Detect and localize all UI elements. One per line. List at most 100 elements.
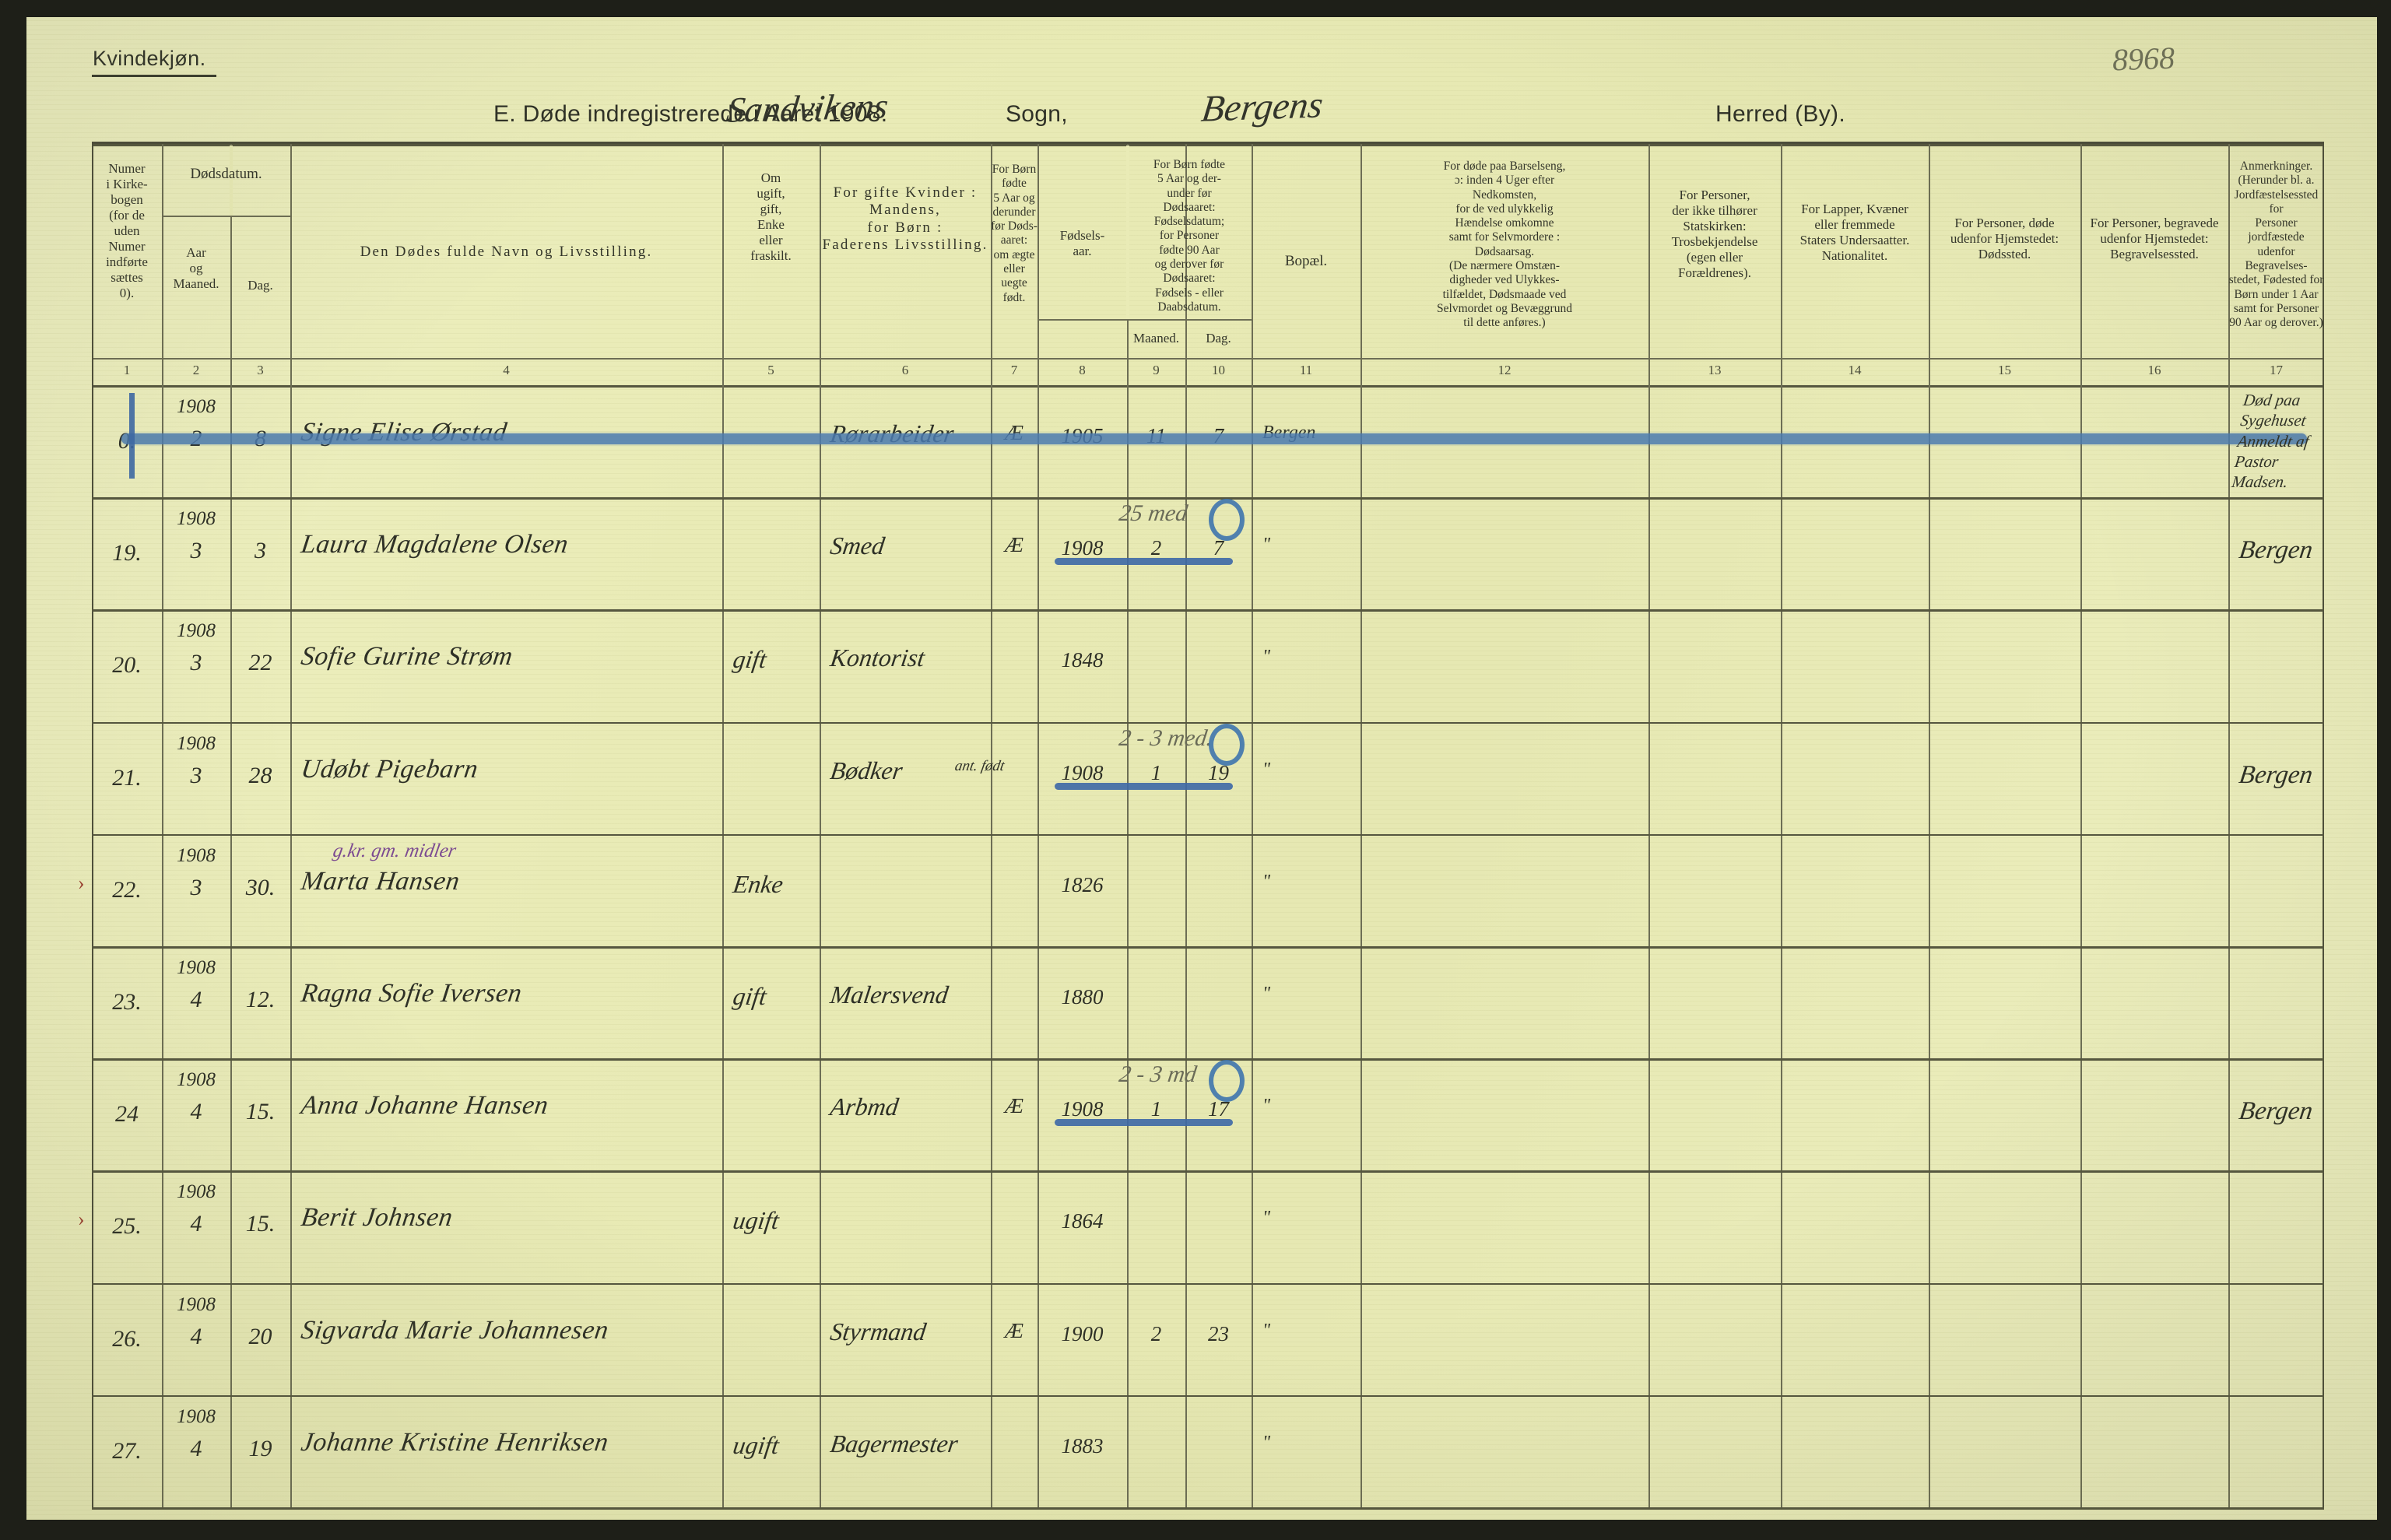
row-3-birth-day: 19 [1208, 760, 1229, 784]
column-number-1: 1 [123, 363, 131, 377]
row-3-death-year: 1908 [177, 732, 216, 754]
table-rule [92, 385, 2324, 388]
header-gap-mask-2 [1126, 146, 1129, 319]
row-7-name: Berit Johnsen [299, 1203, 455, 1233]
table-rule [1361, 144, 1362, 1507]
row-8-death-year: 1908 [177, 1293, 216, 1315]
row-8-birth-day: 23 [1208, 1321, 1229, 1345]
scan-border-bottom [0, 1520, 2391, 1540]
header-col-15-dodssted: For Personer, døde udenfor Hjemstedet: Død… [1950, 216, 2059, 262]
row-9-birth-year: 1883 [1061, 1433, 1104, 1458]
row-4-purple-annotation: g.kr. gm. midler [331, 840, 458, 861]
table-rule [92, 833, 2324, 837]
row-2-marital-status: gift [731, 645, 769, 674]
row-6-birth-year: 1908 [1061, 1097, 1104, 1121]
row-4-red-margin-mark: › [78, 871, 85, 894]
header-col-14-nationalitet: For Lapper, Kvæner eller fremmede Staters … [1799, 202, 1910, 264]
header-col-12-dodsaarsag: For døde paa Barselseng, ɔ: inden 4 Uger … [1437, 160, 1572, 330]
herred-label: Herred (By). [1715, 101, 1845, 127]
row-5-residence: " [1262, 984, 1271, 1004]
row-3-legitimacy: ant. født [953, 757, 1006, 774]
row-8-birth-year: 1900 [1061, 1321, 1104, 1345]
header-col-6-mandens-livsstilling: For gifte Kvinder : Mandens, for Børn : Fad… [822, 184, 988, 254]
column-number-9: 9 [1153, 363, 1160, 377]
row-6-number: 24 [115, 1101, 139, 1128]
table-rule [290, 144, 292, 1507]
title-prefix: E. Døde indregistrerede i Aaret 1908. [493, 101, 888, 127]
row-4-name: Marta Hansen [299, 866, 462, 896]
table-rule [92, 1170, 2324, 1173]
table-rule [1781, 144, 1782, 1507]
row-1-blue-circle-mark [1209, 499, 1245, 542]
sogn-label: Sogn, [1006, 101, 1068, 127]
row-6-remarks-place: Bergen [2237, 1097, 2315, 1126]
column-number-3: 3 [257, 363, 264, 377]
table-rule [1185, 144, 1187, 1507]
row-0-blue-vertical-mark [129, 393, 135, 479]
row-6-birth-day: 17 [1208, 1097, 1229, 1121]
row-5-marital-status: gift [731, 982, 769, 1010]
row-8-name: Sigvarda Marie Johannesen [299, 1315, 611, 1345]
table-rule [92, 1394, 2324, 1398]
row-2-husband-occupation: Kontorist [828, 644, 927, 672]
column-number-12: 12 [1497, 363, 1511, 377]
row-6-death-month: 4 [190, 1099, 202, 1125]
row-1-blue-underline [1055, 558, 1233, 566]
parish-name-handwritten: Sandvikens [724, 86, 891, 130]
table-rule [92, 497, 2324, 500]
archive-number: 8968 [2112, 40, 2175, 78]
scan-border-right [2377, 0, 2391, 1540]
column-number-7: 7 [1010, 363, 1018, 377]
table-rule [991, 144, 992, 1507]
row-0-remarks: Død paa Sygehuset Anmeldt af Pastor Mads… [2230, 391, 2311, 491]
header-col-9-maaned: Maaned. [1132, 331, 1179, 346]
table-rule [820, 144, 821, 1507]
row-6-blue-pencil-note: 2 - 3 md [1117, 1061, 1199, 1088]
table-rule [162, 216, 290, 217]
row-1-birth-month: 2 [1150, 536, 1162, 560]
row-3-birth-year: 1908 [1061, 760, 1104, 784]
scan-border-top [0, 0, 2391, 17]
row-8-birth-month: 2 [1150, 1321, 1162, 1345]
row-8-death-month: 4 [190, 1323, 202, 1349]
table-rule [92, 1507, 2324, 1510]
row-1-death-year: 1908 [177, 508, 216, 530]
header-col-4-navn: Den Dødes fulde Navn og Livsstilling. [360, 244, 653, 260]
column-number-17: 17 [2270, 363, 2283, 377]
row-8-residence: " [1262, 1320, 1271, 1341]
table-rule [162, 144, 163, 1507]
row-6-death-day: 15. [245, 1099, 276, 1125]
row-1-legitimacy: Æ [1004, 533, 1023, 557]
row-4-death-month: 3 [190, 874, 202, 900]
column-number-4: 4 [503, 363, 510, 377]
row-5-death-day: 12. [245, 987, 276, 1012]
row-6-birth-month: 1 [1150, 1097, 1162, 1121]
row-9-name: Johanne Kristine Henriksen [299, 1427, 611, 1457]
page-title: E. Døde indregistrerede i Aaret 1908. Sa… [493, 84, 2143, 137]
table-rule [92, 609, 2324, 612]
header-col-17-anmerkninger: Anmerkninger. (Herunder bl. a. Jordfæstels… [2228, 160, 2324, 330]
title-divider [92, 142, 2324, 144]
column-number-13: 13 [1708, 363, 1722, 377]
column-number-14: 14 [1848, 363, 1862, 377]
row-1-death-day: 3 [255, 538, 266, 564]
paper-sheet: Kvindekjøn. 8968 E. Døde indregistrerede… [26, 17, 2377, 1520]
row-1-remarks-place: Bergen [2237, 536, 2315, 565]
header-col-8-fodselsaar: Fødsels-aar. [1059, 228, 1105, 259]
row-1-number: 19. [112, 540, 142, 567]
row-8-death-day: 20 [248, 1323, 272, 1349]
row-1-husband-occupation: Smed [828, 531, 887, 560]
sex-heading: Kvindekjøn. [93, 47, 206, 70]
table-rule [1038, 144, 1039, 1507]
table-rule [2228, 144, 2230, 1507]
table-rule [92, 144, 2324, 146]
row-3-blue-circle-mark [1209, 723, 1245, 766]
row-7-marital-status: ugift [731, 1206, 781, 1235]
column-number-10: 10 [1212, 363, 1225, 377]
herred-name-handwritten: Bergens [1199, 84, 1325, 130]
row-3-name: Udøbt Pigebarn [299, 754, 480, 784]
row-3-residence: " [1262, 759, 1271, 780]
row-2-residence: " [1262, 647, 1271, 668]
row-5-husband-occupation: Malersvend [828, 980, 950, 1009]
column-number-6: 6 [901, 363, 909, 377]
